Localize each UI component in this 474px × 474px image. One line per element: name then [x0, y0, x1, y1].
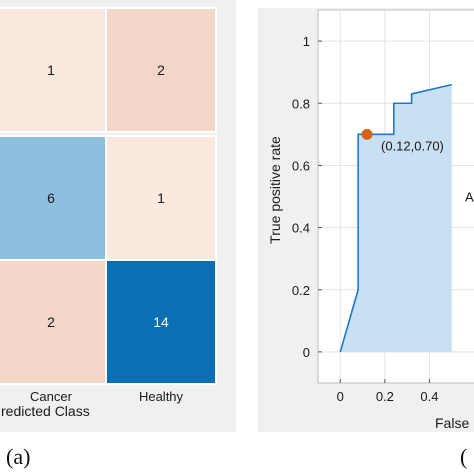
- roc-area-fill: [340, 84, 452, 352]
- roc-panel: 0 0.2 0.4 0.6 0.8 1 0 0.2 0.4 (0.12,0.70) A True…: [258, 8, 474, 432]
- y-tick-label: 0.6: [292, 158, 310, 173]
- matrix-cell: [105, 259, 217, 385]
- roc-y-axis-label: True positive rate: [267, 136, 283, 244]
- x-tick-label: 0.2: [376, 389, 394, 404]
- x-tick-label: 0.4: [420, 389, 438, 404]
- x-tick-label: Healthy: [139, 389, 184, 404]
- matrix-cell-value: 6: [47, 190, 55, 206]
- y-tick-label: 0.2: [292, 283, 310, 298]
- matrix-cell: [105, 135, 217, 261]
- panel-a-label: (a): [6, 444, 30, 469]
- matrix-cell: [0, 7, 107, 133]
- matrix-cell-value: 14: [153, 314, 169, 330]
- confusion-matrix-x-label: redicted Class: [1, 403, 90, 419]
- matrix-cell-value: 1: [157, 190, 165, 206]
- matrix-cell: [105, 7, 217, 133]
- confusion-matrix-panel: 1 2 6 1 2 14 Cancer Healthy redicted Class: [0, 0, 236, 432]
- y-tick-label: 1: [303, 34, 310, 49]
- panel-b-label: (: [460, 444, 467, 469]
- x-tick-label: 0: [337, 389, 344, 404]
- y-tick-label: 0.8: [292, 96, 310, 111]
- matrix-cell-value: 1: [47, 62, 55, 78]
- matrix-cell: [0, 135, 107, 261]
- roc-curve: [339, 83, 452, 353]
- auc-annotation: A: [465, 190, 474, 205]
- x-tick-label: Cancer: [30, 389, 73, 404]
- matrix-cell-value: 2: [157, 62, 165, 78]
- operating-point: [361, 128, 373, 140]
- y-tick-label: 0.4: [292, 221, 310, 236]
- roc-x-axis-label: False: [435, 415, 469, 431]
- operating-point-label: (0.12,0.70): [381, 138, 444, 153]
- matrix-cell-value: 2: [47, 314, 55, 330]
- y-tick-label: 0: [303, 345, 310, 360]
